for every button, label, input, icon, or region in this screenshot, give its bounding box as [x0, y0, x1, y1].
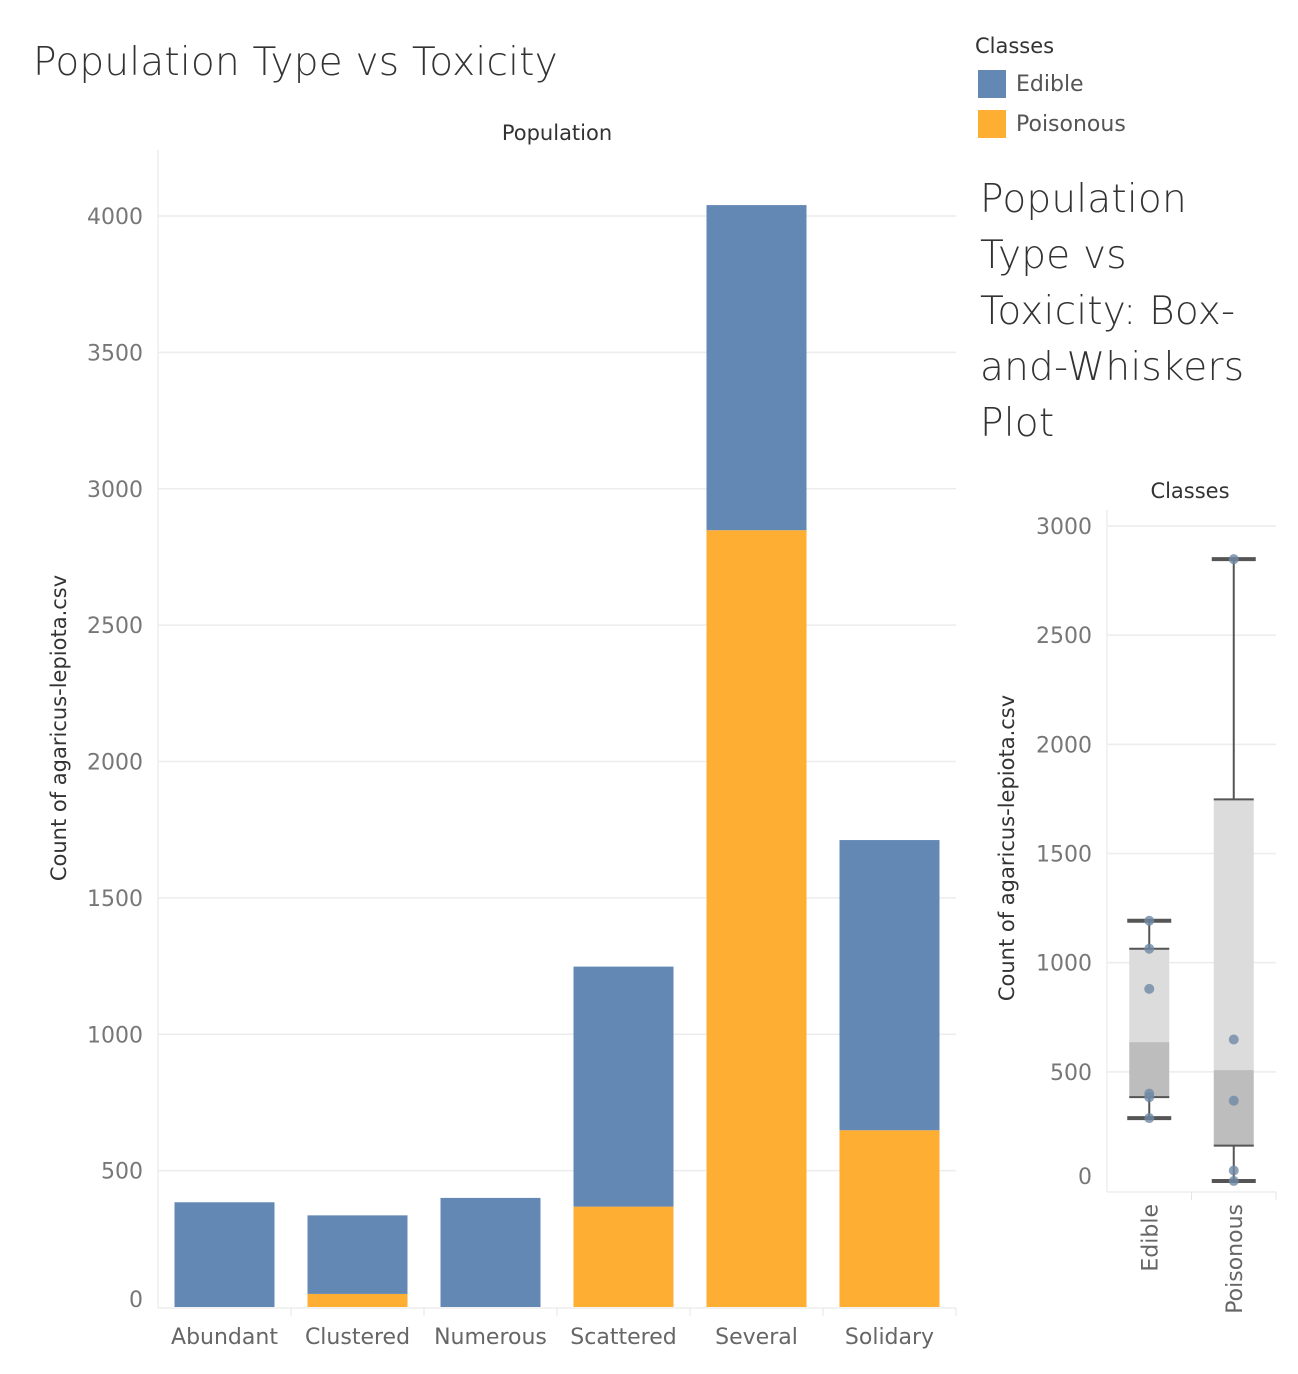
- x-tick-label: Abundant: [171, 1325, 278, 1350]
- legend-title: Classes: [975, 34, 1055, 58]
- bar-numerous-edible: [440, 1197, 541, 1307]
- y-tick-label: 2500: [87, 614, 143, 639]
- y-tick-label: 0: [1078, 1165, 1092, 1190]
- box-upper-edible: [1129, 948, 1170, 1043]
- y-tick-label: 2500: [1036, 624, 1092, 649]
- legend-item-poisonous[interactable]: Poisonous: [975, 104, 1126, 144]
- x-tick-label: Edible: [1138, 1204, 1163, 1272]
- x-tick-label: Poisonous: [1223, 1204, 1248, 1314]
- y-tick-label: 4000: [87, 205, 143, 230]
- y-axis-label: Count of agaricus-lepiota.csv: [47, 575, 71, 881]
- y-tick-label: 500: [1050, 1061, 1092, 1086]
- box-lower-poisonous: [1213, 1070, 1254, 1146]
- y-tick-label: 2000: [1036, 733, 1092, 758]
- legend-swatch-edible: [978, 70, 1006, 98]
- x-tick-label: Solidary: [845, 1325, 934, 1350]
- x-tick-label: Clustered: [305, 1325, 410, 1350]
- side-chart-title: Population Type vs Toxicity: Box-and-Whi…: [980, 177, 1245, 446]
- bar-clustered-edible: [307, 1215, 408, 1294]
- legend-item-edible[interactable]: Edible: [975, 64, 1126, 104]
- x-axis-header: Population: [502, 121, 612, 145]
- bar-scattered-edible: [573, 966, 674, 1207]
- legend-swatch-poisonous: [978, 110, 1006, 138]
- y-tick-label: 3000: [87, 478, 143, 503]
- legend-label-poisonous: Poisonous: [1016, 111, 1126, 137]
- box-upper-poisonous: [1213, 799, 1254, 1071]
- x-tick-label: Numerous: [434, 1325, 547, 1350]
- bar-solidary-edible: [839, 840, 940, 1131]
- data-point-poisonous: [1228, 1176, 1239, 1186]
- y-tick-label: 500: [101, 1160, 143, 1185]
- y-tick-label: 1500: [1036, 843, 1092, 868]
- bar-solidary-poisonous: [839, 1130, 940, 1307]
- y-tick-label: 0: [129, 1288, 143, 1313]
- x-tick-label: Several: [715, 1325, 798, 1350]
- y-tick-label: 1000: [1036, 952, 1092, 977]
- box-header: Classes: [1150, 479, 1229, 503]
- data-point-edible: [1144, 943, 1155, 954]
- bar-clustered-poisonous: [307, 1293, 408, 1307]
- y-tick-label: 1500: [87, 887, 143, 912]
- y-tick-label: 3000: [1036, 515, 1092, 540]
- data-point-poisonous: [1228, 1165, 1239, 1176]
- legend: Classes Edible Poisonous: [975, 34, 1126, 144]
- y-axis-label: Count of agaricus-lepiota.csv: [995, 695, 1019, 1001]
- chart-title: Population Type vs Toxicity: [33, 40, 558, 85]
- bar-several-poisonous: [706, 530, 807, 1307]
- data-point-poisonous: [1228, 1034, 1239, 1045]
- y-tick-label: 1000: [87, 1023, 143, 1048]
- bar-abundant-edible: [174, 1202, 275, 1307]
- legend-label-edible: Edible: [1016, 71, 1084, 97]
- bar-several-edible: [706, 205, 807, 531]
- box-lower-edible: [1129, 1042, 1170, 1098]
- data-point-poisonous: [1228, 554, 1239, 565]
- y-tick-label: 3500: [87, 341, 143, 366]
- data-point-edible: [1144, 983, 1155, 994]
- data-point-edible: [1144, 1088, 1155, 1099]
- data-point-edible: [1144, 915, 1155, 926]
- bar-scattered-poisonous: [573, 1206, 674, 1307]
- y-tick-label: 2000: [87, 751, 143, 776]
- data-point-poisonous: [1228, 1095, 1239, 1106]
- x-tick-label: Scattered: [570, 1325, 676, 1350]
- data-point-edible: [1144, 1113, 1155, 1124]
